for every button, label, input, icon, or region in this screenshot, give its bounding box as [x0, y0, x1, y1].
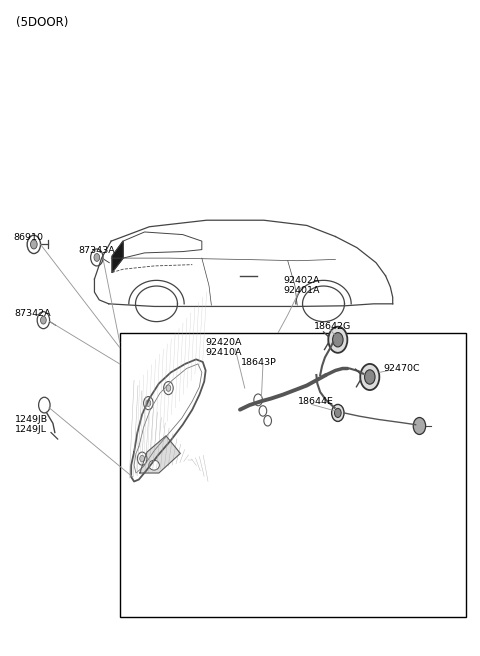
Text: 18642G: 18642G — [314, 322, 351, 331]
Text: (5DOOR): (5DOOR) — [16, 16, 68, 29]
Circle shape — [259, 405, 267, 416]
Text: 92410A: 92410A — [205, 348, 242, 357]
Circle shape — [413, 417, 426, 434]
Circle shape — [333, 333, 343, 347]
Circle shape — [335, 408, 341, 417]
Text: 1249JL: 1249JL — [15, 424, 47, 434]
Text: 92402A: 92402A — [283, 276, 320, 285]
Circle shape — [91, 249, 103, 266]
Text: 18644E: 18644E — [298, 397, 334, 405]
Circle shape — [27, 236, 40, 253]
Circle shape — [140, 455, 144, 462]
Ellipse shape — [149, 461, 159, 470]
Polygon shape — [140, 436, 180, 473]
Circle shape — [137, 452, 147, 465]
Text: 1249JB: 1249JB — [15, 415, 48, 424]
Polygon shape — [112, 241, 123, 272]
Circle shape — [146, 400, 151, 406]
Circle shape — [254, 394, 263, 405]
Circle shape — [328, 327, 348, 353]
Text: 92470C: 92470C — [383, 364, 420, 373]
Circle shape — [332, 405, 344, 421]
Circle shape — [38, 398, 50, 413]
Text: 18643P: 18643P — [241, 358, 277, 367]
Circle shape — [40, 316, 46, 324]
Circle shape — [166, 385, 171, 392]
Text: 92401A: 92401A — [283, 286, 320, 295]
Bar — [120, 333, 466, 617]
Circle shape — [31, 240, 37, 249]
Circle shape — [94, 253, 100, 261]
Text: 86910: 86910 — [13, 234, 43, 242]
Circle shape — [360, 364, 379, 390]
Circle shape — [164, 382, 173, 395]
Text: 87343A: 87343A — [79, 247, 116, 255]
Circle shape — [264, 415, 272, 426]
Circle shape — [37, 312, 49, 329]
Circle shape — [364, 370, 375, 384]
Text: 87342A: 87342A — [15, 309, 51, 318]
Circle shape — [144, 397, 153, 409]
Text: 92420A: 92420A — [205, 338, 242, 347]
